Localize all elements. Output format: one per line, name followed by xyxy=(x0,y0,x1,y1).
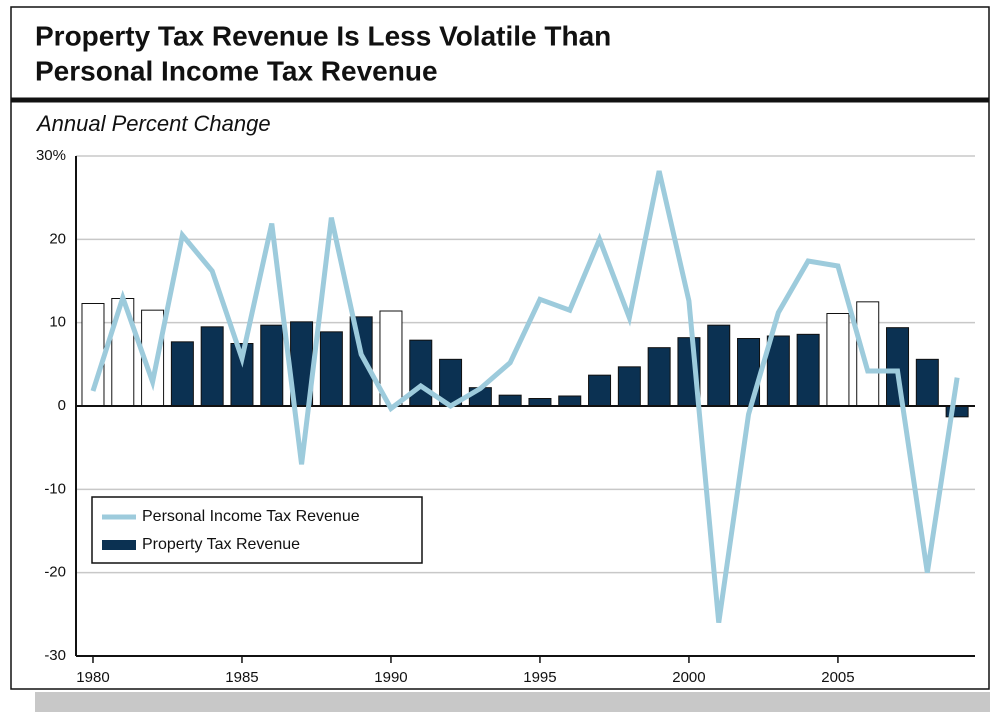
bar xyxy=(588,374,612,407)
bar xyxy=(617,366,641,407)
y-tick-label: -10 xyxy=(44,480,66,497)
legend-label: Property Tax Revenue xyxy=(142,536,300,553)
legend-label: Personal Income Tax Revenue xyxy=(142,508,360,525)
bar xyxy=(558,395,582,407)
x-tick-label: 1980 xyxy=(76,669,109,686)
legend-swatch xyxy=(102,540,136,550)
chart-title: Personal Income Tax Revenue xyxy=(35,55,438,86)
subtitle: Annual Percent Change xyxy=(35,111,271,136)
bar xyxy=(915,358,939,407)
chart-title: Property Tax Revenue Is Less Volatile Th… xyxy=(35,20,611,51)
bar xyxy=(319,331,343,407)
bar xyxy=(796,333,820,407)
x-tick-label: 1990 xyxy=(374,669,407,686)
bar xyxy=(498,394,522,407)
x-tick-label: 1995 xyxy=(523,669,556,686)
shadow xyxy=(35,692,990,712)
bar xyxy=(528,398,552,407)
y-tick-label: 0 xyxy=(58,397,66,414)
bar xyxy=(826,313,850,407)
x-tick-label: 2000 xyxy=(672,669,705,686)
line xyxy=(90,170,960,624)
bar xyxy=(200,326,224,407)
bar xyxy=(260,324,284,407)
y-tick-label: -30 xyxy=(44,647,66,664)
bar xyxy=(856,301,880,407)
y-tick-label: 30% xyxy=(36,147,66,164)
y-tick-label: 20 xyxy=(49,230,66,247)
x-tick-label: 1985 xyxy=(225,669,258,686)
bar xyxy=(707,324,731,407)
bar xyxy=(647,347,671,407)
legend xyxy=(91,496,423,564)
y-tick-label: -20 xyxy=(44,564,66,581)
bar xyxy=(409,339,433,407)
bar xyxy=(886,327,910,407)
bar xyxy=(170,341,194,407)
x-tick-label: 2005 xyxy=(821,669,854,686)
y-tick-label: 10 xyxy=(49,314,66,331)
